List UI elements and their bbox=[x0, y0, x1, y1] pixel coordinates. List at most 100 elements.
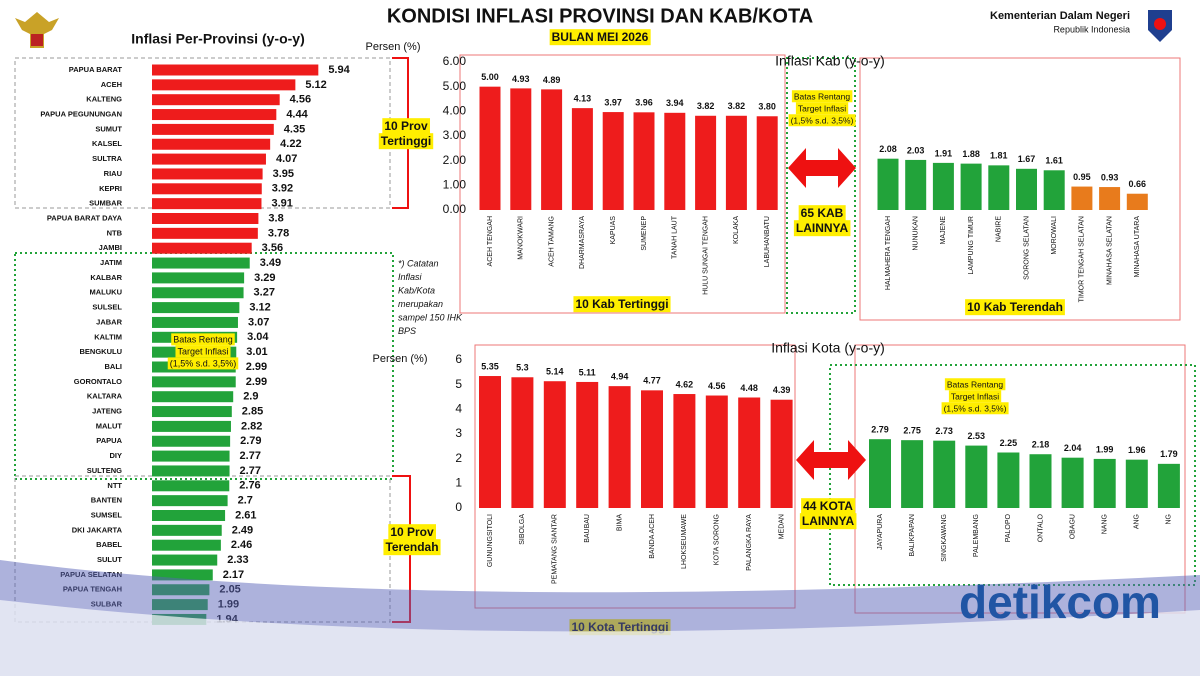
value-label: 2.61 bbox=[235, 509, 256, 521]
highlight bbox=[793, 220, 851, 237]
value-label: 2.77 bbox=[240, 465, 261, 477]
bar bbox=[905, 159, 927, 210]
category-label: KALTIM bbox=[94, 332, 122, 341]
value-label: 3.92 bbox=[272, 183, 293, 195]
highlight bbox=[798, 205, 846, 222]
highlight bbox=[549, 29, 651, 46]
value-label: 2.77 bbox=[240, 450, 261, 462]
arrow bbox=[788, 148, 856, 188]
bar bbox=[695, 115, 717, 210]
category-label: ANG bbox=[1134, 514, 1141, 529]
category-label: HULU SUNGAI TENGAH bbox=[702, 216, 709, 295]
bar bbox=[152, 584, 210, 596]
bar bbox=[738, 397, 761, 508]
value-label: 5.94 bbox=[328, 64, 350, 76]
annotation: LAINNYA bbox=[796, 221, 849, 235]
highlight bbox=[801, 498, 856, 515]
category-label: LHOKSEUMAWE bbox=[681, 514, 688, 569]
y-tick-label: 4 bbox=[455, 402, 462, 416]
category-label: LABUHANBATU bbox=[764, 216, 771, 267]
category-label: MEDAN bbox=[778, 514, 785, 539]
bar bbox=[673, 394, 696, 508]
category-label: BANTEN bbox=[91, 496, 122, 505]
category-label: BABEL bbox=[96, 540, 122, 549]
bar bbox=[510, 88, 532, 210]
value-label: 5.00 bbox=[481, 72, 499, 82]
annotation: (1,5% s.d. 3,5%) bbox=[944, 403, 1007, 413]
y-tick-label: 0 bbox=[455, 500, 462, 514]
category-label: SULTRA bbox=[92, 154, 122, 163]
category-label: SULSEL bbox=[92, 303, 122, 312]
emblem bbox=[15, 12, 59, 48]
category-label: KOLAKA bbox=[733, 216, 740, 244]
value-label: 1.61 bbox=[1045, 156, 1063, 166]
value-label: 3.29 bbox=[254, 272, 275, 284]
bar bbox=[479, 86, 501, 210]
value-label: 3.27 bbox=[254, 287, 275, 299]
annotation: LAINNYA bbox=[802, 514, 855, 528]
bar bbox=[152, 227, 258, 239]
annotation: 10 Kota Tertinggi bbox=[571, 620, 668, 634]
category-label: MAJENE bbox=[940, 216, 947, 245]
annotation: (1,5% s.d. 3,5%) bbox=[170, 358, 237, 368]
annotation: 65 KAB bbox=[801, 206, 844, 220]
bar bbox=[152, 153, 266, 165]
category-label: JAMBI bbox=[99, 243, 122, 252]
value-label: 4.56 bbox=[708, 381, 726, 391]
category-label: DIY bbox=[109, 451, 122, 460]
bar bbox=[152, 183, 262, 195]
value-label: 2.46 bbox=[231, 539, 252, 551]
category-label: GORONTALO bbox=[74, 377, 122, 386]
value-label: 3.56 bbox=[262, 242, 283, 254]
category-label: SULBAR bbox=[91, 600, 123, 609]
value-label: 3.80 bbox=[758, 102, 776, 112]
category-label: ACEH TENGAH bbox=[487, 216, 494, 266]
value-label: 3.95 bbox=[273, 168, 294, 180]
bar bbox=[152, 79, 296, 91]
note: sampel 150 IHK bbox=[398, 312, 463, 322]
value-label: 2.18 bbox=[1032, 440, 1050, 450]
category-label: KOTA SORONG bbox=[714, 514, 721, 565]
value-label: 4.62 bbox=[676, 379, 694, 389]
bar bbox=[152, 138, 271, 150]
ministry-name: Kementerian Dalam Negeri bbox=[990, 10, 1130, 22]
note: merupakan bbox=[398, 299, 443, 309]
category-label: SULTENG bbox=[87, 466, 122, 475]
bar bbox=[152, 510, 226, 521]
bar bbox=[988, 165, 1010, 210]
value-label: 1.91 bbox=[935, 148, 953, 158]
y-tick-label: 6 bbox=[455, 352, 462, 366]
bar bbox=[641, 390, 663, 508]
value-label: 5.12 bbox=[305, 79, 326, 91]
category-label: BALI bbox=[105, 362, 123, 371]
value-label: 2.79 bbox=[871, 425, 889, 435]
unit-label: Persen (%) bbox=[372, 353, 427, 365]
annotation: Target Inflasi bbox=[951, 391, 999, 401]
bar bbox=[479, 376, 501, 508]
bar bbox=[602, 112, 624, 210]
chart-title: Inflasi Per-Provinsi (y-o-y) bbox=[131, 31, 304, 47]
bar bbox=[152, 420, 231, 432]
bar bbox=[152, 450, 230, 462]
highlight bbox=[167, 357, 239, 370]
y-tick-label: 3 bbox=[455, 426, 462, 440]
note: *) Catatan bbox=[398, 258, 439, 268]
category-label: BALIKPAPAN bbox=[909, 514, 916, 557]
value-label: 2.33 bbox=[227, 554, 248, 566]
bar bbox=[152, 287, 244, 299]
category-label: PALEMBANG bbox=[973, 514, 980, 557]
value-label: 4.44 bbox=[286, 108, 308, 120]
value-label: 4.56 bbox=[290, 94, 311, 106]
value-label: 2.9 bbox=[243, 391, 258, 403]
annotation: Batas Rentang bbox=[947, 379, 1004, 389]
category-label: MINAHASA UTARA bbox=[1134, 216, 1141, 278]
category-label: SUMBAR bbox=[89, 199, 122, 208]
kota-target-box bbox=[829, 364, 1196, 586]
value-label: 2.82 bbox=[241, 420, 262, 432]
category-label: KALBAR bbox=[90, 273, 122, 282]
category-label: GUNUNGSITOLI bbox=[487, 514, 494, 567]
ministry-logo bbox=[1148, 10, 1172, 42]
bar bbox=[901, 440, 924, 508]
category-label: NABIRE bbox=[996, 216, 1003, 242]
y-tick-label: 4.00 bbox=[443, 104, 467, 118]
